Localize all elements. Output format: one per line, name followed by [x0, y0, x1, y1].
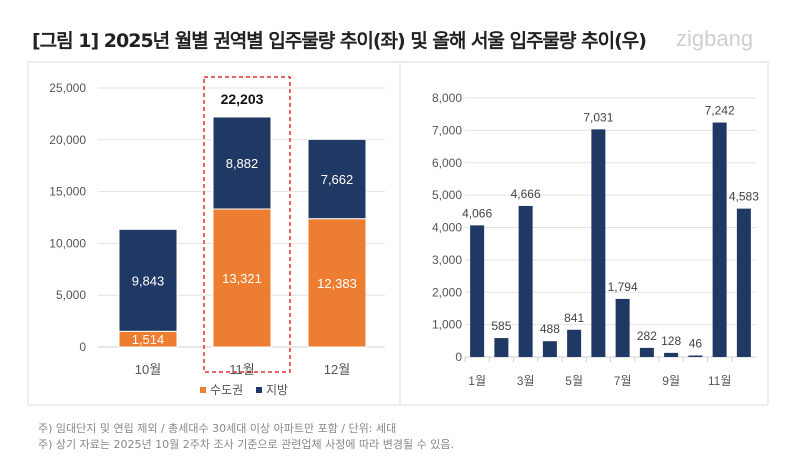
y-tick-label: 0 — [455, 350, 462, 364]
highlight-box — [203, 76, 291, 373]
bar — [736, 208, 751, 357]
bar — [664, 352, 679, 357]
bar — [567, 329, 582, 357]
bar-jibang — [212, 116, 272, 210]
bar-data-label: 282 — [637, 329, 657, 343]
bar-data-label: 7,031 — [583, 110, 613, 124]
bar-data-label: 4,066 — [462, 206, 492, 220]
x-tick-label: 11월 — [229, 362, 254, 377]
y-tick-label: 5,000 — [56, 288, 86, 302]
bar — [688, 355, 703, 357]
y-tick-label: 1,000 — [432, 318, 462, 332]
y-tick-label: 7,000 — [432, 123, 462, 137]
legend-label: 수도권 — [210, 383, 243, 397]
bar-data-label: 7,242 — [705, 104, 735, 118]
bar-data-label: 488 — [540, 322, 560, 336]
x-tick-label: 7월 — [614, 374, 632, 388]
y-tick-label: 0 — [79, 340, 86, 354]
bar — [518, 205, 533, 357]
y-tick-label: 5,000 — [432, 188, 462, 202]
bar — [591, 129, 606, 357]
bar — [639, 347, 654, 357]
bar-data-label: 8,882 — [226, 156, 259, 171]
x-tick-label: 5월 — [565, 374, 583, 388]
bar-data-label: 7,662 — [321, 172, 354, 187]
bar-data-label: 585 — [491, 319, 511, 333]
bar — [615, 298, 630, 357]
legend-swatch — [256, 387, 262, 393]
bar-data-label: 12,383 — [317, 276, 357, 291]
bar — [470, 225, 485, 357]
y-tick-label: 20,000 — [49, 133, 86, 147]
zigbang-watermark-logo: zigbang — [676, 26, 754, 51]
x-tick-label: 12월 — [324, 362, 350, 377]
footnote-1: 주) 임대단지 및 연립 제외 / 총세대수 30세대 이상 아파트만 포함 /… — [38, 422, 397, 435]
y-tick-label: 4,000 — [432, 221, 462, 235]
bar-data-label: 9,843 — [132, 273, 165, 288]
bar-sudogwon — [212, 208, 272, 348]
bar-data-label: 4,666 — [511, 187, 541, 201]
x-tick-label: 1월 — [468, 374, 486, 388]
bar-data-label: 4,583 — [729, 190, 759, 204]
footnote-2: 주) 상기 자료는 2025년 10월 2주차 조사 기준으로 관련업체 사정에… — [38, 438, 454, 451]
x-tick-label: 10월 — [135, 362, 161, 377]
bar-data-label: 128 — [661, 334, 681, 348]
y-tick-label: 25,000 — [49, 81, 86, 95]
chart-frame — [27, 61, 769, 406]
y-tick-label: 15,000 — [49, 185, 86, 199]
bar-jibang — [118, 228, 178, 332]
bar-data-label: 1,514 — [132, 332, 165, 347]
legend-swatch — [200, 387, 206, 393]
bar-data-label: 13,321 — [222, 271, 262, 286]
figure-title: [그림 1] 2025년 월별 권역별 입주물량 추이(좌) 및 올해 서울 입… — [32, 30, 647, 52]
y-tick-label: 3,000 — [432, 253, 462, 267]
bar-data-label: 46 — [689, 337, 703, 351]
x-tick-label: 3월 — [517, 374, 535, 388]
y-tick-label: 10,000 — [49, 236, 86, 250]
bar — [712, 122, 727, 357]
bar-sudogwon — [307, 218, 367, 348]
total-label: 22,203 — [221, 91, 264, 107]
bar-data-label: 841 — [564, 311, 584, 325]
x-tick-label: 11월 — [708, 374, 732, 388]
bar-data-label: 1,794 — [608, 280, 638, 294]
y-tick-label: 2,000 — [432, 285, 462, 299]
y-tick-label: 6,000 — [432, 156, 462, 170]
legend-label: 지방 — [266, 383, 288, 397]
x-tick-label: 9월 — [662, 374, 680, 388]
y-tick-label: 8,000 — [432, 91, 462, 105]
bar-jibang — [307, 138, 367, 220]
bar — [542, 341, 557, 357]
bar — [494, 338, 509, 357]
